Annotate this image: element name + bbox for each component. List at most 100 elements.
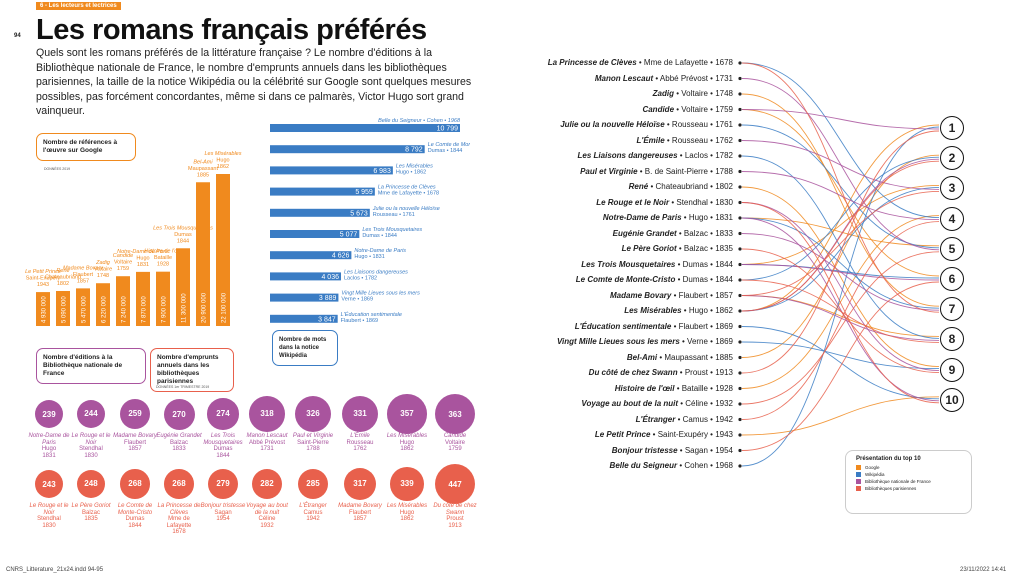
wikipedia-category-label: Les Trois Mousquetaires Dumas • 1844 xyxy=(362,227,422,239)
bnf-bubble-label: Candide Voltaire 1759 xyxy=(431,433,479,453)
section-tag: 6 - Les lecteurs et lectrices xyxy=(36,2,121,10)
google-chart-label-text: Nombre de références à l'œuvre sur Googl… xyxy=(43,139,118,154)
google-link xyxy=(741,186,940,368)
google-category-label: Histoire de l'œil xyxy=(144,249,183,255)
bnf-bubble-author: Dumas xyxy=(213,446,233,453)
paris-bubble-title: Du côté de chez Swann xyxy=(433,503,477,516)
google-category-label: 1759 xyxy=(117,266,129,272)
novel-author-year: • Dumas • 1844 xyxy=(675,275,733,284)
novel-title: Voyage au bout de la nuit xyxy=(581,399,679,408)
bnf-bubble-year: 1830 xyxy=(84,452,98,459)
novel-title: Histoire de l'œil xyxy=(614,383,675,393)
paris-chart-label: Nombre d'emprunts annuels dans les bibli… xyxy=(150,348,234,392)
paris-bubble-label: La Princesse de Clèves Mme de Lafayette 16… xyxy=(155,503,203,536)
paris-bubble-year: 1844 xyxy=(128,522,142,529)
google-link xyxy=(741,93,940,307)
paris-bubble-year: 1857 xyxy=(353,516,367,523)
bnf-bubble: 318 xyxy=(249,396,285,432)
paris-bubble-label: Du côté de chez Swann Proust 1913 xyxy=(431,503,479,529)
wikipedia-bar xyxy=(270,208,370,217)
novel-list-item: Candide • Voltaire • 1759 xyxy=(642,105,733,115)
bnf-chart-label-text: Nombre d'éditions à la Bibliothèque nati… xyxy=(43,354,123,377)
novel-title: René xyxy=(628,182,649,191)
novel-dot xyxy=(738,138,742,143)
paris-link xyxy=(741,62,940,313)
novel-author-year: • Hugo • 1862 xyxy=(681,306,733,315)
novel-title: Eugénie Grandet xyxy=(612,228,677,238)
novel-title: La Princesse de Clèves xyxy=(547,58,637,67)
paris-bubble-year: 1932 xyxy=(260,522,274,529)
novel-dot xyxy=(738,324,742,329)
wikipedia-link xyxy=(741,155,940,339)
novel-list-item: Du côté de chez Swann • Proust • 1913 xyxy=(589,368,733,378)
legend-item-wikipedia: Wikipédia xyxy=(856,472,971,477)
paris-bubble-author: Céline xyxy=(258,516,276,523)
paris-bubble-label: Le Comte de Monte-Cristo Dumas 1844 xyxy=(111,503,159,529)
novel-list-item: Le Père Goriot • Balzac • 1835 xyxy=(622,244,733,254)
bnf-link xyxy=(741,264,940,281)
paris-bubble-label: Les Misérables Hugo 1862 xyxy=(383,503,431,523)
bnf-bubble-author: Hugo xyxy=(41,446,57,453)
paris-bubble: 279 xyxy=(207,468,239,500)
novel-author-year: • Bataille • 1928 xyxy=(674,383,733,393)
bnf-bubble-label: Eugénie Grandet Balzac 1833 xyxy=(155,433,203,453)
paris-link xyxy=(741,281,940,451)
paris-bubble-year: 1942 xyxy=(306,516,320,523)
novel-list-item: Le Petit Prince • Saint-Exupéry • 1943 xyxy=(595,430,733,440)
google-category-label: Bataille xyxy=(154,255,172,261)
novel-dot xyxy=(738,340,742,344)
novel-dot xyxy=(738,293,742,298)
wikipedia-value-label: 10 799 xyxy=(437,126,459,133)
bnf-bubble-title: Les Misérables xyxy=(386,433,428,439)
google-bar xyxy=(216,174,230,326)
novel-author-year: • Balzac • 1835 xyxy=(676,244,733,253)
novel-author-year: • Flaubert • 1869 xyxy=(671,321,733,331)
paris-bubble-title: Le Comte de Monte-Cristo xyxy=(117,503,153,516)
novel-list-item: Manon Lescaut • Abbé Prévost • 1731 xyxy=(595,74,733,84)
paris-bubble-label: Le Rouge et le Noir Stendhal 1830 xyxy=(25,503,73,529)
novel-author-year: • Stendhal • 1830 xyxy=(669,197,733,207)
wikipedia-bar xyxy=(270,166,393,175)
novel-author-year: • Mme de Lafayette • 1678 xyxy=(636,58,733,67)
bnf-bubble-author: Abbé Prévost xyxy=(248,439,286,446)
google-category-label: Hugo xyxy=(136,255,149,261)
google-bar xyxy=(196,182,210,326)
paris-bubble-title: La Princesse de Clèves xyxy=(157,503,201,516)
bnf-link xyxy=(741,109,940,130)
bnf-bubble-title: Eugénie Grandet xyxy=(156,433,202,439)
google-category-label: 1928 xyxy=(157,262,169,268)
legend-label-paris: Bibliothèques parisiennes xyxy=(865,486,917,491)
rank-circle: 8 xyxy=(940,327,964,352)
bnf-link xyxy=(741,78,940,251)
google-link xyxy=(741,217,940,247)
novel-list-item: L'Émile • Rousseau • 1762 xyxy=(637,136,733,146)
novel-dot xyxy=(738,92,742,96)
wikipedia-chart-label: Nombre de mots dans la notice Wikipédia xyxy=(272,330,338,366)
novel-author-year: • Dumas • 1844 xyxy=(675,259,733,269)
wikipedia-value-label: 6 983 xyxy=(373,168,391,175)
paris-bubble-author: Proust xyxy=(446,516,464,523)
novel-author-year: • Céline • 1932 xyxy=(678,399,733,408)
paris-bubble-author: Mme de Lafayette xyxy=(166,516,192,529)
novel-list-item: Les Misérables • Hugo • 1862 xyxy=(624,306,733,316)
google-category-label: Candide xyxy=(113,253,134,259)
paris-bubble-title: Les Misérables xyxy=(386,503,428,509)
wikipedia-category-label: Les Misérables Hugo • 1862 xyxy=(396,163,433,175)
novel-dot xyxy=(738,309,742,313)
paris-bubble: 339 xyxy=(390,467,424,501)
novel-dot xyxy=(738,386,742,391)
novel-list-item: Vingt Mille Lieues sous les mers • Verne… xyxy=(557,337,733,347)
google-category-label: Madame Bovary xyxy=(63,265,104,271)
wikipedia-bar xyxy=(270,251,352,260)
novel-title: Vingt Mille Lieues sous les mers xyxy=(556,337,680,346)
paris-bubble-author: Dumas xyxy=(125,516,145,523)
bnf-bubble-label: Les Misérables Hugo 1862 xyxy=(383,433,431,453)
page-number: 94 xyxy=(14,33,21,39)
google-value-label: 4 930 000 xyxy=(42,296,48,323)
legend: Présentation du top 10 Google Wikipédia … xyxy=(845,450,972,514)
novel-list-item: Les Trois Mousquetaires • Dumas • 1844 xyxy=(581,260,733,270)
paris-bubble-year: 1678 xyxy=(172,529,186,536)
rank-circle: 10 xyxy=(940,387,964,412)
paris-bubble: 268 xyxy=(164,469,194,499)
google-category-label: Les Misérables xyxy=(205,151,242,157)
